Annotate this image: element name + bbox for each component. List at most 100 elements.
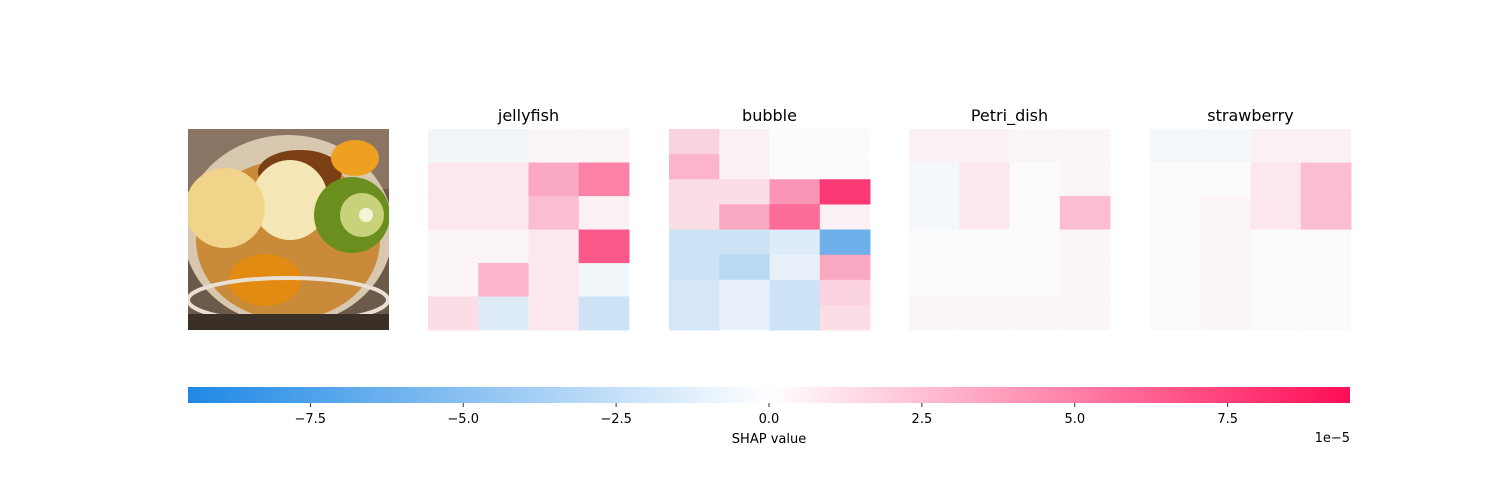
shap-cell [1009,129,1061,163]
colorbar: −7.5 −5.0 −2.5 0.0 2.5 5.0 7.5 SHAP value 1e−5 [188,387,1350,447]
shap-cell [819,204,871,231]
shap-cell [719,229,770,256]
shap-cell [1150,296,1201,331]
shap-cell [1200,296,1251,331]
colorbar-tick-label: 5.0 [1064,412,1085,427]
shap-cell [669,229,720,256]
shap-cell [1150,129,1201,163]
shap-cell [1150,229,1201,264]
shap-cell [669,254,720,281]
shap-cell [909,129,960,163]
shap-cell [909,296,960,331]
shap-cell [669,279,720,306]
shap-cell [478,229,529,264]
shap-cell [1250,196,1302,230]
shap-cell [1009,229,1061,264]
colorbar-label: SHAP value [732,432,806,447]
panel-strawberry: strawberry [1150,106,1352,331]
panel-petri-dish: Petri_dish [909,106,1111,331]
shap-cell [909,229,960,264]
shap-cell [1009,196,1061,230]
shap-cell [528,263,580,297]
shap-cell [769,229,821,256]
shap-cell [1009,263,1061,297]
shap-cell [478,196,529,230]
shap-cell [819,229,871,256]
shap-cell [1250,129,1302,163]
shap-cell [478,263,529,297]
shap-cell [959,162,1010,197]
shap-cell [769,129,821,155]
shap-cell [909,162,960,197]
shap-cell [909,196,960,230]
colorbar-tick-label: 0.0 [759,412,780,427]
shap-cell [1200,129,1251,163]
shap-cell [819,254,871,281]
shap-cell [1009,162,1061,197]
shap-cell [1009,296,1061,331]
shap-cell [769,179,821,205]
shap-cell [1200,229,1251,264]
panel-bubble: bubble [669,106,871,331]
shap-cell [769,254,821,281]
shap-cell [719,179,770,205]
shap-cell [1200,263,1251,297]
panel-title: bubble [742,106,797,125]
shap-cell [428,129,479,163]
shap-cell [528,196,580,230]
shap-cell [719,304,770,331]
shap-cell [719,204,770,231]
panel-jellyfish: jellyfish [428,106,630,331]
shap-cell [1059,296,1111,331]
shap-cell [1300,129,1352,163]
shap-cell [959,196,1010,230]
shap-cell [669,129,720,155]
shap-cell [959,229,1010,264]
shap-cell [528,162,580,197]
shap-cell [1059,263,1111,297]
shap-cell [719,129,770,155]
shap-cell [1150,196,1201,230]
shap-cell [428,162,479,197]
shap-cell [769,204,821,231]
shap-cell [578,296,630,331]
shap-cell [1250,263,1302,297]
shap-cell [959,296,1010,331]
shap-cell [719,154,770,180]
original-image [188,129,389,330]
shap-cell [769,304,821,331]
shap-cell [1059,229,1111,264]
shap-cell [819,304,871,331]
shap-cell [1300,296,1352,331]
shap-cell [959,129,1010,163]
shap-cell [428,296,479,331]
colorbar-tick-label: −5.0 [447,412,479,427]
shap-cell [478,129,529,163]
shap-cell [819,129,871,155]
shap-cell [428,229,479,264]
shap-cell [1059,162,1111,197]
shap-cell [1200,162,1251,197]
panel-title: strawberry [1207,106,1293,125]
shap-cell [669,154,720,180]
colorbar-gradient [188,387,1350,403]
panel-title: Petri_dish [971,106,1048,126]
shap-cell [819,179,871,205]
shap-cell [1200,196,1251,230]
shap-cell [669,179,720,205]
shap-cell [1300,263,1352,297]
shap-cell [428,263,479,297]
shap-cell [1059,129,1111,163]
shap-cell [669,204,720,231]
shap-cell [578,196,630,230]
shap-cell [819,154,871,180]
shap-cell [1150,263,1201,297]
shap-cell [1150,162,1201,197]
shap-cell [1250,296,1302,331]
shap-cell [1250,229,1302,264]
shap-cell [1300,196,1352,230]
shap-cell [769,154,821,180]
colorbar-offset-text: 1e−5 [1315,431,1350,446]
colorbar-tick-label: −7.5 [295,412,327,427]
